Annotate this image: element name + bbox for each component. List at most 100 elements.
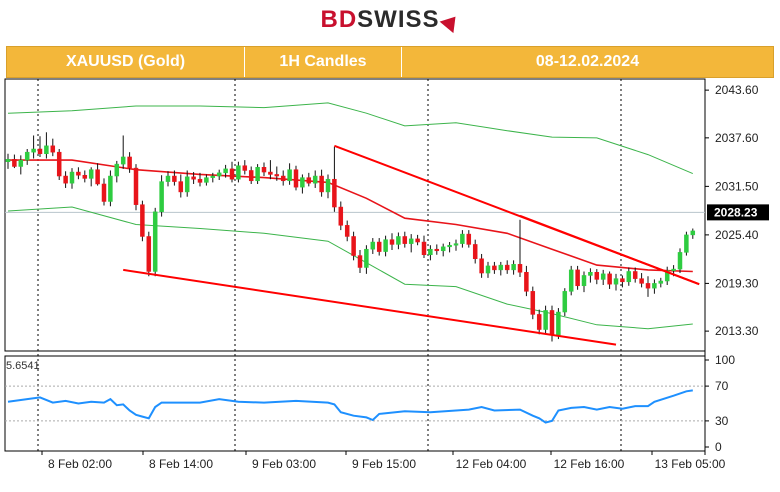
candle [133, 164, 139, 211]
candle-body [242, 165, 248, 171]
candle-body [108, 175, 113, 202]
candle [306, 172, 312, 187]
candle-body [261, 167, 267, 173]
candle [37, 136, 43, 157]
candle [498, 261, 504, 276]
candle [562, 288, 568, 317]
candle [376, 238, 382, 256]
candle [197, 172, 203, 187]
candle-body [517, 264, 523, 273]
candle [524, 265, 529, 297]
price-tick-label: 2019.30 [715, 276, 759, 290]
candle [319, 169, 324, 197]
candle-body [5, 159, 11, 162]
candle-body [280, 175, 286, 182]
bollinger-lower-line [7, 206, 693, 330]
candle-body [127, 156, 132, 169]
rsi-tick-label: 0 [715, 440, 722, 454]
logo-swiss-text: SWISS [357, 6, 440, 33]
candle-body [133, 167, 139, 205]
candle-body [530, 291, 536, 315]
candle [677, 248, 683, 274]
candle-body [63, 175, 68, 184]
candle [556, 308, 561, 340]
candle-body [421, 241, 427, 256]
candle [447, 242, 452, 253]
candle-body [600, 273, 606, 280]
candle-body [31, 148, 36, 153]
candle [159, 175, 164, 217]
candle-body [434, 248, 440, 252]
candle [300, 174, 305, 194]
candle [530, 286, 536, 320]
candle-body [184, 176, 190, 193]
candle [428, 245, 433, 261]
candle [82, 170, 88, 183]
rsi-tick-label: 100 [715, 353, 735, 367]
rsi-value-label: 5.6541 [6, 360, 40, 372]
candle [517, 219, 523, 278]
candle-body [165, 175, 171, 182]
candle [31, 135, 36, 159]
candle-body [210, 175, 216, 178]
time-tick-label: 8 Feb 14:00 [149, 457, 213, 471]
candle-body [300, 177, 305, 188]
candle [370, 238, 376, 254]
candle-body [69, 171, 75, 184]
candle-body [204, 177, 209, 183]
brand-logo: BDSWISS [0, 0, 780, 40]
candle [511, 260, 516, 275]
candle [684, 231, 689, 256]
candle-body [216, 172, 222, 177]
candle [351, 231, 356, 261]
candle-body [607, 273, 612, 285]
candle-body [408, 238, 414, 244]
candle-body [18, 159, 24, 167]
candle [472, 239, 478, 264]
candle-body [492, 265, 497, 271]
candle-body [383, 239, 388, 252]
time-tick-label: 13 Feb 05:00 [655, 457, 726, 471]
time-tick-label: 12 Feb 04:00 [456, 457, 527, 471]
candle [402, 231, 408, 248]
candle-body [575, 269, 580, 287]
candle-body [191, 176, 196, 180]
candle [69, 168, 75, 189]
candle-body [652, 283, 657, 289]
candle [479, 253, 484, 278]
candle [101, 178, 107, 206]
candle [568, 265, 574, 296]
candle [338, 201, 344, 231]
time-tick-label: 8 Feb 02:00 [48, 457, 112, 471]
candle [645, 276, 651, 297]
candle-body [645, 283, 651, 289]
candle [120, 135, 126, 169]
chart-header-banner: XAUUSD (Gold) 1H Candles 08-12.02.2024 [6, 46, 774, 78]
candle-body [114, 163, 120, 177]
candle-body [389, 239, 395, 245]
candle [18, 155, 24, 175]
rsi-line [7, 389, 693, 424]
candle-body [178, 181, 184, 193]
candle-body [140, 204, 145, 237]
candle [274, 166, 280, 181]
candle-body [620, 278, 625, 283]
candle [56, 148, 62, 181]
candle [12, 154, 17, 169]
candle-body [549, 310, 555, 336]
candle [632, 267, 638, 283]
candle-body [152, 211, 158, 272]
candle [581, 271, 587, 293]
candle-body [101, 183, 107, 202]
candle [620, 275, 625, 288]
candle [312, 170, 318, 188]
candle-body [466, 233, 472, 245]
candle-body [88, 169, 94, 179]
candle-body [370, 241, 376, 250]
candle [204, 174, 209, 186]
candle-body [594, 272, 600, 280]
candle-body [562, 291, 568, 313]
candle-body [460, 233, 465, 244]
candle [415, 234, 420, 246]
candle [50, 138, 56, 157]
